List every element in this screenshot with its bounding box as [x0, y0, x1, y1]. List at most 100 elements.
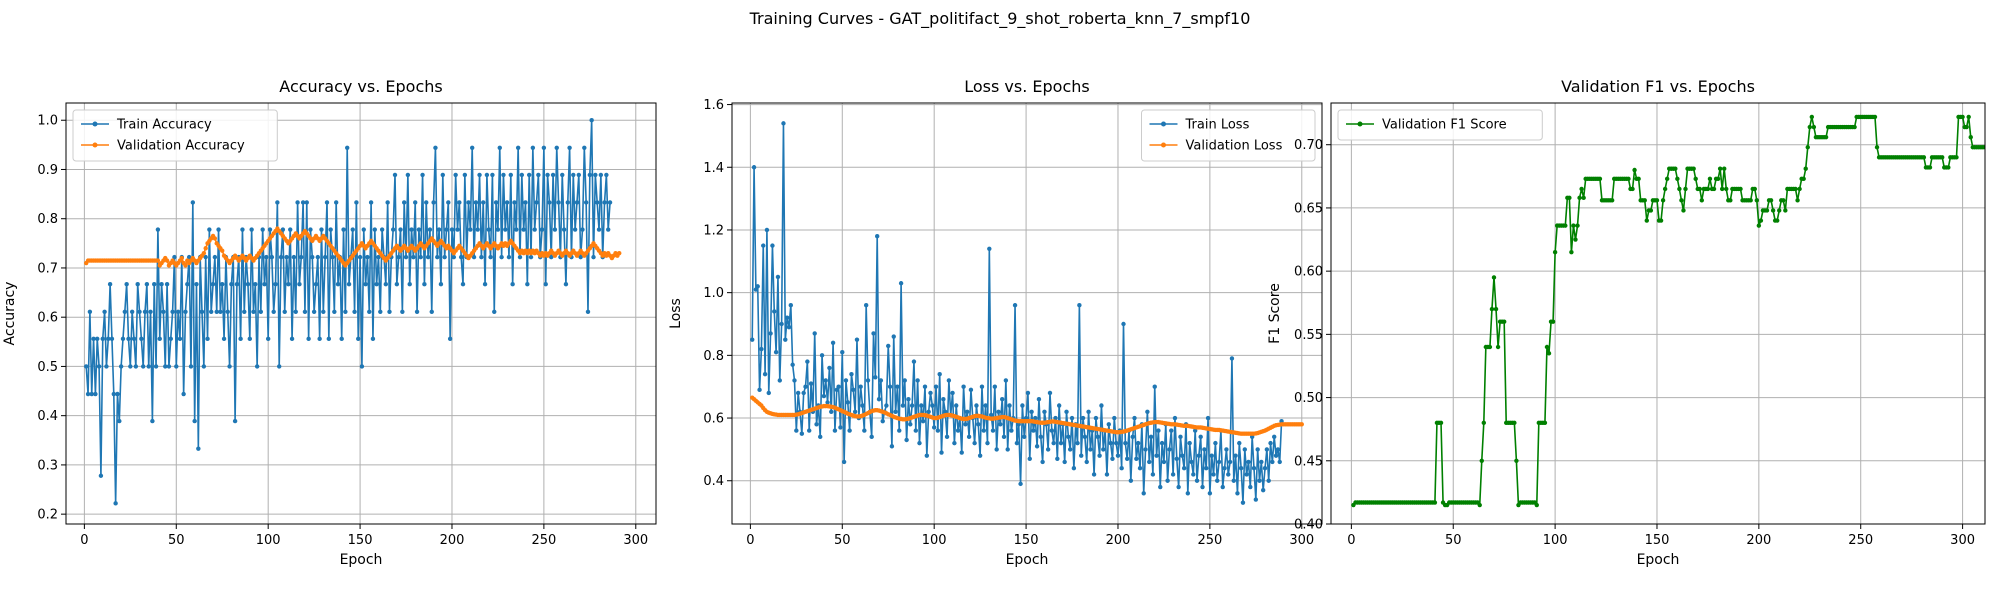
data-point — [414, 309, 420, 314]
data-point — [275, 200, 280, 205]
data-point — [102, 309, 107, 314]
data-point — [1027, 456, 1032, 461]
data-point — [1491, 275, 1497, 280]
data-point — [873, 375, 878, 380]
data-point — [1047, 390, 1053, 396]
data-point — [891, 334, 896, 339]
y-tick-label: 0.70 — [1294, 138, 1323, 153]
data-point — [335, 282, 341, 287]
data-point — [495, 227, 501, 232]
data-point — [1960, 114, 1965, 120]
data-point — [937, 371, 942, 377]
data-point — [183, 263, 188, 268]
data-point — [1204, 466, 1209, 471]
data-point — [449, 227, 455, 232]
data-point — [1165, 478, 1170, 483]
data-point — [1982, 145, 1985, 150]
data-point — [1597, 176, 1603, 182]
data-point — [368, 200, 374, 205]
data-point — [497, 145, 502, 151]
data-point — [545, 172, 550, 178]
data-point — [192, 418, 197, 424]
legend-marker — [92, 121, 98, 127]
data-point — [152, 282, 157, 287]
data-point — [803, 384, 808, 389]
data-point — [260, 227, 265, 232]
data-point — [159, 282, 164, 287]
data-point — [220, 248, 225, 253]
data-point — [1226, 472, 1231, 477]
data-point — [1069, 415, 1075, 421]
data-point — [939, 450, 944, 455]
data-point — [604, 172, 609, 178]
data-point — [286, 282, 291, 287]
data-point — [1722, 166, 1727, 171]
data-point — [1987, 145, 1991, 149]
data-point — [440, 172, 445, 178]
data-point — [1187, 440, 1192, 446]
data-point — [409, 227, 414, 232]
data-point — [1132, 415, 1137, 421]
data-point — [906, 397, 911, 402]
data-point — [1677, 186, 1682, 192]
data-point — [1768, 198, 1774, 203]
data-point — [532, 227, 537, 232]
data-point — [1927, 165, 1933, 170]
data-point — [1630, 186, 1635, 192]
data-point — [107, 282, 113, 287]
legend-label: Train Loss — [1185, 118, 1250, 133]
data-point — [1874, 145, 1880, 150]
series-f1-2 — [1351, 114, 1991, 508]
data-point — [155, 227, 161, 232]
data-point — [1227, 459, 1233, 465]
series-line — [1352, 116, 1985, 506]
data-point — [1764, 208, 1770, 213]
data-point — [549, 254, 554, 260]
data-point — [385, 200, 390, 205]
data-point — [1112, 415, 1117, 421]
data-point — [1581, 195, 1586, 201]
data-point — [343, 309, 348, 314]
data-point — [427, 227, 433, 232]
data-point — [93, 391, 98, 397]
data-point — [477, 172, 482, 178]
data-point — [446, 200, 451, 205]
data-point — [528, 254, 534, 260]
data-point — [814, 422, 819, 427]
data-point — [131, 336, 137, 342]
y-tick-label: 0.40 — [1294, 518, 1323, 533]
data-point — [1807, 124, 1812, 130]
data-point — [508, 172, 513, 178]
data-point — [1174, 456, 1180, 461]
data-point — [869, 434, 874, 440]
data-point — [95, 336, 100, 342]
axes-frame — [65, 102, 657, 525]
data-point — [838, 425, 843, 430]
data-point — [572, 227, 578, 232]
data-point — [354, 200, 359, 205]
data-point — [902, 378, 907, 383]
data-point — [453, 172, 458, 178]
data-point — [930, 403, 935, 408]
data-point — [983, 403, 988, 408]
data-point — [994, 447, 999, 452]
data-point — [1964, 124, 1969, 130]
data-point — [1795, 198, 1800, 203]
data-point — [775, 274, 781, 280]
data-point — [598, 172, 604, 178]
data-point — [808, 381, 814, 386]
data-point — [1222, 466, 1227, 471]
data-point — [164, 258, 170, 263]
x-tick-label: 250 — [1848, 533, 1873, 548]
data-point — [878, 378, 884, 383]
data-point — [420, 172, 425, 178]
data-point — [84, 364, 89, 369]
data-point — [190, 200, 196, 205]
x-tick-label: 100 — [256, 533, 281, 548]
data-point — [1130, 434, 1135, 440]
data-point — [302, 309, 308, 314]
data-point — [392, 172, 398, 178]
data-point — [961, 384, 966, 389]
data-point — [242, 309, 247, 314]
data-point — [1432, 500, 1438, 505]
